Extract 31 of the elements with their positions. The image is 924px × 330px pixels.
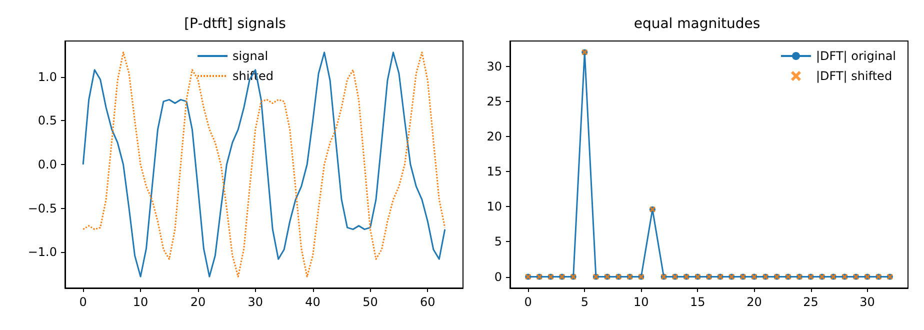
y-tick-label: −1.0 (28, 245, 57, 260)
x-tick-label: 0 (79, 295, 87, 309)
x-tick-label: 60 (420, 295, 436, 309)
y-tick-label: 5 (494, 234, 502, 249)
y-tick-label: 30 (486, 59, 502, 74)
x-tick-label: 0 (524, 295, 532, 309)
y-tick-label: 20 (486, 129, 502, 144)
x-tick-label: 50 (362, 295, 378, 309)
chart-title: equal magnitudes (634, 16, 760, 32)
x-tick-label: 40 (305, 295, 320, 309)
y-tick-label: −0.5 (28, 201, 57, 216)
x-tick-label: 30 (860, 295, 875, 309)
x-tick-label: 10 (634, 295, 649, 309)
x-tick-label: 25 (803, 295, 818, 309)
x-tick-label: 15 (690, 295, 706, 309)
y-tick-label: 15 (486, 164, 502, 179)
y-tick-label: 0.0 (38, 158, 57, 172)
x-tick-label: 5 (580, 295, 588, 309)
y-tick-label: 1.0 (38, 70, 57, 84)
chart-title: [P-dtft] signals (184, 16, 286, 32)
y-tick-label: 0 (494, 270, 502, 284)
legend-label: |DFT| original (816, 49, 896, 63)
x-tick-label: 30 (248, 295, 264, 309)
x-tick-label: 20 (746, 295, 762, 309)
legend-label: |DFT| shifted (816, 69, 892, 83)
x-tick-label: 10 (132, 295, 148, 309)
y-tick-label: 10 (486, 200, 502, 214)
x-tick-label: 20 (190, 295, 206, 309)
y-tick-label: 25 (486, 94, 502, 108)
y-tick-label: 0.5 (38, 114, 57, 128)
legend-label: signal (232, 49, 268, 63)
